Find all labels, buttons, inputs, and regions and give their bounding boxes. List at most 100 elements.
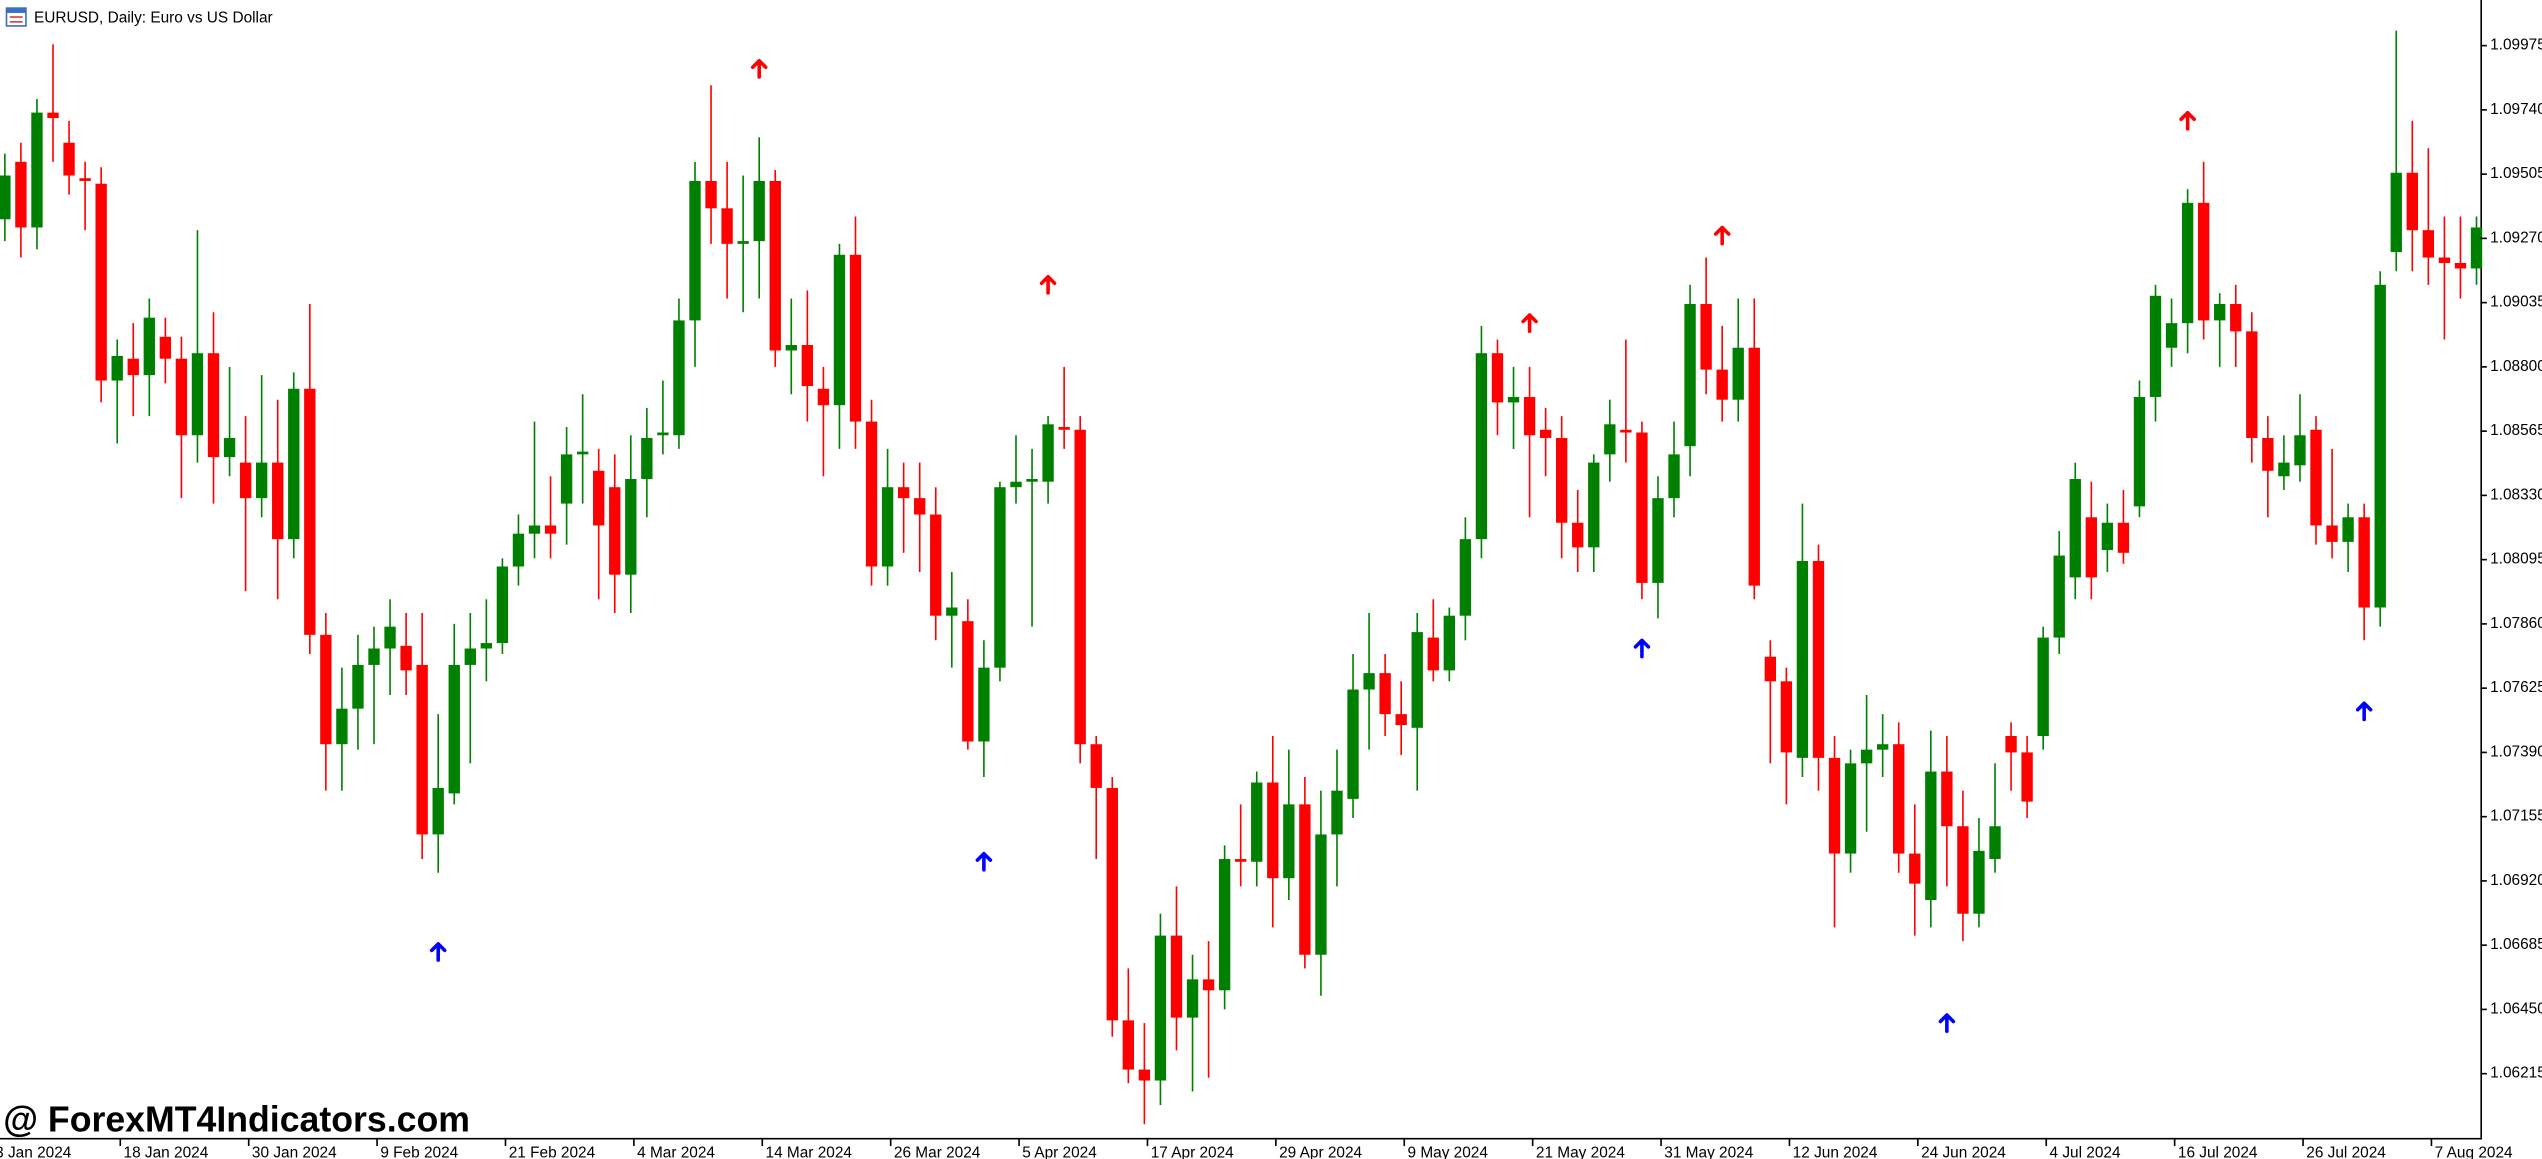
candle-body: [79, 178, 91, 181]
candle-body: [2246, 331, 2258, 438]
x-tick-label: 21 May 2024: [1536, 1144, 1625, 1159]
y-tick-label: 1.06450: [2490, 1000, 2542, 1017]
candle-body: [833, 254, 846, 406]
candle-body: [1411, 632, 1423, 728]
signal-arrow: [2179, 110, 2196, 131]
candle-body: [1620, 429, 1632, 433]
signal-arrow: [975, 851, 993, 872]
candle-body: [2230, 304, 2242, 332]
candle-body: [1941, 771, 1953, 827]
candle-body: [769, 180, 781, 351]
candle-body: [641, 437, 653, 479]
candle-body: [1315, 834, 1327, 955]
y-tick-label: 1.08565: [2490, 422, 2542, 439]
candle-body: [593, 470, 605, 526]
candle-body: [1235, 859, 1247, 862]
candle-body: [1170, 935, 1183, 1018]
y-tick-label: 1.07390: [2490, 743, 2542, 760]
signal-arrow: [1938, 1013, 1956, 1033]
candle-body: [15, 161, 27, 228]
candle-body: [0, 175, 11, 220]
candle-body: [95, 183, 107, 381]
candle-body: [432, 787, 444, 835]
candle-body: [1539, 429, 1552, 438]
candle-body: [2358, 517, 2370, 608]
chart-title: EURUSD, Daily: Euro vs US Dollar: [34, 10, 273, 27]
candle-body: [2278, 462, 2290, 477]
candle-body: [464, 648, 476, 665]
x-tick-label: 24 Jun 2024: [1921, 1144, 2006, 1159]
candle-body: [560, 454, 573, 504]
y-tick-label: 1.09270: [2490, 229, 2542, 246]
candle-body: [2470, 227, 2483, 269]
candle-body: [304, 388, 316, 635]
candle-body: [2149, 295, 2162, 397]
candle-body: [914, 498, 926, 515]
candle-body: [159, 336, 172, 359]
candle-body: [1491, 353, 1504, 403]
signal-arrow: [2355, 701, 2373, 722]
candle-body: [1764, 656, 1776, 682]
candle-body: [496, 566, 509, 644]
candle-body: [1909, 853, 1921, 884]
x-tick-label: 21 Feb 2024: [509, 1144, 596, 1159]
candle-body: [63, 142, 75, 176]
candle-body: [512, 533, 525, 567]
candle-body: [1989, 826, 2001, 860]
candle-body: [1283, 804, 1295, 879]
candle-body: [849, 254, 862, 422]
signal-arrow: [750, 58, 768, 79]
candle-body: [336, 708, 348, 745]
candle-body: [1796, 561, 1809, 758]
candle-body: [2133, 396, 2146, 507]
candle-body: [368, 648, 380, 665]
candle-body: [1331, 790, 1343, 835]
candle-body: [1957, 826, 1969, 914]
candle-body: [657, 432, 669, 436]
candle-body: [865, 421, 878, 567]
candle-body: [2101, 522, 2114, 551]
candle-body: [288, 388, 300, 540]
candle-body: [2454, 262, 2467, 269]
y-tick-label: 1.09505: [2490, 165, 2542, 182]
candle-body: [1636, 432, 1648, 583]
signal-arrow: [1713, 225, 1731, 246]
candle-body: [400, 645, 412, 671]
candle-body: [111, 355, 123, 381]
candle-body: [31, 112, 43, 228]
candle-body: [544, 525, 557, 534]
x-tick-label: 4 Mar 2024: [637, 1144, 715, 1159]
y-tick-label: 1.09975: [2490, 37, 2542, 54]
candle-body: [1186, 979, 1199, 1018]
candle-body: [1748, 347, 1760, 586]
candle-body: [2310, 429, 2322, 526]
candle-body: [609, 487, 621, 575]
y-tick-label: 1.07155: [2490, 808, 2542, 825]
x-tick-label: 14 Mar 2024: [766, 1144, 853, 1159]
candle-body: [223, 437, 236, 458]
x-tick-label: 9 Feb 2024: [380, 1144, 458, 1159]
candle-body: [191, 353, 204, 436]
x-tick-label: 9 May 2024: [1408, 1144, 1489, 1159]
candle-body: [1299, 804, 1311, 955]
candle-body: [1475, 353, 1488, 540]
signal-arrow: [1633, 638, 1651, 659]
candle-body: [2214, 304, 2226, 321]
candle-body: [1395, 714, 1407, 726]
candle-body: [1556, 437, 1568, 523]
candle-body: [1925, 771, 1937, 901]
x-tick-label: 31 May 2024: [1664, 1144, 1753, 1159]
x-tick-label: 16 Jul 2024: [2178, 1144, 2258, 1159]
candle-body: [1716, 369, 1728, 400]
candle-body: [1122, 1020, 1135, 1070]
candle-body: [1347, 689, 1359, 799]
candle-body: [2053, 555, 2065, 638]
candle-body: [1218, 859, 1231, 991]
candles: [0, 30, 2483, 1125]
candle-body: [2021, 752, 2033, 802]
candle-body: [1812, 561, 1825, 758]
candle-body: [2197, 202, 2210, 321]
candle-body: [2342, 517, 2354, 542]
candle-body: [1267, 782, 1279, 879]
